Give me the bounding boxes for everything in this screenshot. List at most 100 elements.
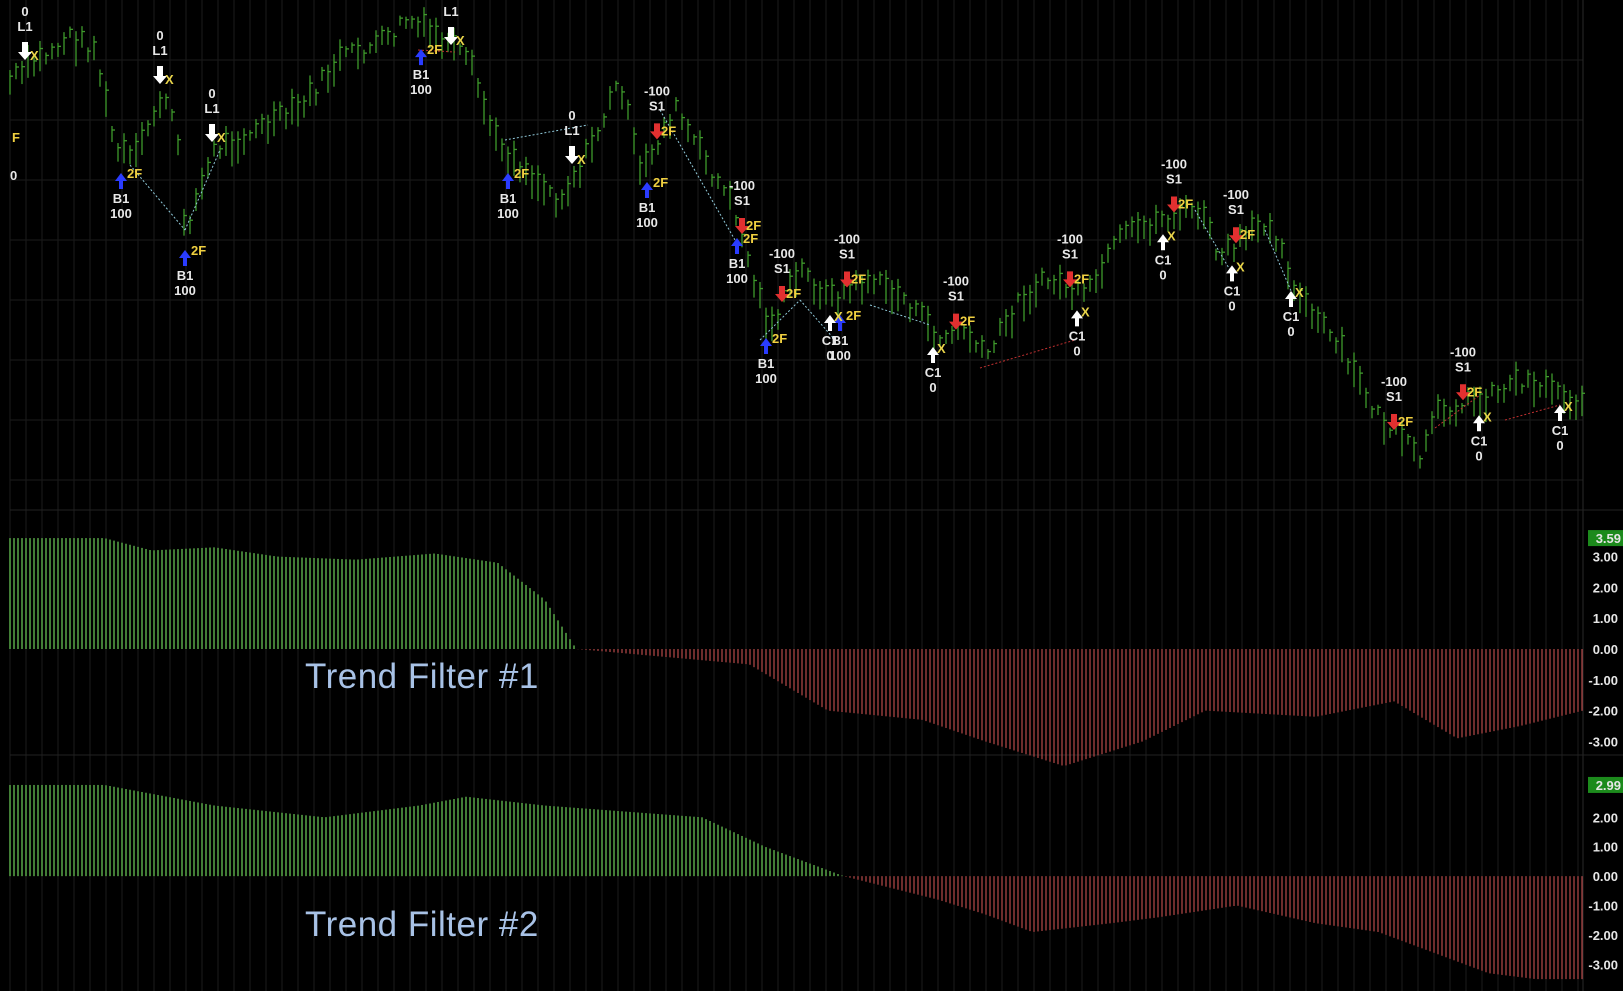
- signal-label: 0: [568, 108, 575, 123]
- order-tag: 2F: [661, 123, 676, 138]
- trade-link: [1194, 209, 1231, 271]
- indicator-1-tick-label: 0.00: [1593, 642, 1618, 657]
- indicator-1-title: Trend Filter #1: [305, 657, 539, 696]
- exit-arrow-icon: [205, 124, 219, 142]
- signal-label: 100: [410, 82, 432, 97]
- signal-label: 0: [156, 28, 163, 43]
- indicator-2-tick-label: -1.00: [1588, 899, 1618, 914]
- indicator-1-tick-label: -3.00: [1588, 734, 1618, 749]
- exit-tag: X: [1081, 304, 1090, 319]
- indicator-1-tick-label: 1.00: [1593, 611, 1618, 626]
- indicator-1-last-value-badge: [1588, 530, 1623, 547]
- signal-label: S1: [1166, 172, 1182, 187]
- order-tag: 2F: [427, 42, 442, 57]
- indicator-1-tick-label: 2.00: [1593, 580, 1618, 595]
- signal-label: S1: [1455, 359, 1471, 374]
- signal-label: S1: [1062, 246, 1078, 261]
- signal-label: 100: [726, 271, 748, 286]
- exit-arrow-icon: [444, 27, 458, 45]
- sell-arrow-icon: [1167, 196, 1181, 213]
- signal-label: C1: [925, 365, 942, 380]
- signal-label: S1: [774, 261, 790, 276]
- buy-arrow-icon: [731, 238, 743, 254]
- signal-label: 0: [1159, 267, 1166, 282]
- order-tag: 2F: [786, 286, 801, 301]
- order-tag: 2F: [1467, 384, 1482, 399]
- signal-label: -100: [1161, 157, 1187, 172]
- exit-tag: X: [1483, 409, 1492, 424]
- sell-arrow-icon: [650, 123, 664, 140]
- order-tag: 2F: [514, 166, 529, 181]
- signal-label: C1: [1069, 328, 1086, 343]
- signal-label: L1: [204, 101, 219, 116]
- signal-label: -100: [1450, 344, 1476, 359]
- signal-label: B1: [758, 356, 775, 371]
- signal-label: 100: [497, 206, 519, 221]
- indicator-2-title: Trend Filter #2: [305, 905, 539, 944]
- indicator-2-tick-label: 2.00: [1593, 810, 1618, 825]
- order-tag: 2F: [653, 175, 668, 190]
- sell-arrow-icon: [1063, 271, 1077, 288]
- signal-label: -100: [1223, 187, 1249, 202]
- signal-label: S1: [839, 247, 855, 262]
- trade-link: [979, 339, 1076, 369]
- signal-label: -100: [769, 246, 795, 261]
- signal-label: B1: [729, 256, 746, 271]
- indicator-1-bars: [9, 538, 1583, 766]
- signal-label: S1: [649, 98, 665, 113]
- sell-arrow-icon: [840, 271, 854, 288]
- signal-label: B1: [832, 333, 849, 348]
- sell-arrow-icon: [1229, 227, 1243, 244]
- order-tag: 2F: [191, 243, 206, 258]
- signal-label: 0: [929, 380, 936, 395]
- order-tag: 2F: [746, 218, 761, 233]
- signal-label: -100: [644, 83, 670, 98]
- order-tag: 2F: [846, 308, 861, 323]
- sell-arrow-icon: [775, 286, 789, 302]
- sell-arrow-icon: [735, 218, 749, 234]
- signal-label: 0: [1475, 448, 1482, 463]
- signal-label: S1: [1386, 389, 1402, 404]
- trade-link: [1264, 229, 1296, 301]
- exit-tag: X: [834, 309, 843, 324]
- cover-arrow-icon: [1157, 234, 1169, 251]
- buy-arrow-icon: [415, 49, 427, 66]
- trade-link: [659, 109, 736, 241]
- signal-label: C1: [1552, 423, 1569, 438]
- trade-link: [869, 304, 931, 326]
- indicator-1-last-value: 3.59: [1596, 531, 1621, 546]
- exit-arrow-icon: [18, 42, 32, 60]
- signal-label: B1: [413, 67, 430, 82]
- signal-label: C1: [822, 333, 839, 348]
- cover-arrow-icon: [1285, 291, 1297, 307]
- exit-tag: X: [30, 48, 39, 63]
- trade-link: [799, 299, 836, 341]
- signal-label: -100: [943, 274, 969, 289]
- signal-label: -100: [1381, 374, 1407, 389]
- order-tag: 2F: [1240, 227, 1255, 242]
- exit-tag: X: [1295, 285, 1304, 300]
- edge-tag: F: [12, 130, 20, 145]
- signal-label: 0: [208, 86, 215, 101]
- signal-label: 100: [110, 206, 132, 221]
- buy-arrow-icon: [760, 338, 772, 354]
- exit-tag: X: [577, 152, 586, 167]
- signal-label: 0: [21, 4, 28, 19]
- indicator-1-tick-label: -1.00: [1588, 673, 1618, 688]
- exit-tag: X: [1236, 259, 1245, 274]
- signal-label: C1: [1224, 283, 1241, 298]
- indicator-2-last-value-badge: [1588, 776, 1623, 793]
- indicator-2-bars: [9, 784, 1583, 980]
- signal-label: 0: [826, 348, 833, 363]
- indicator-1-tick-label: -2.00: [1588, 704, 1618, 719]
- indicator-1-tick-label: 3.00: [1593, 550, 1618, 565]
- exit-tag: X: [165, 72, 174, 87]
- order-tag: 2F: [1074, 271, 1089, 286]
- exit-tag: X: [1564, 399, 1573, 414]
- exit-tag: X: [937, 341, 946, 356]
- signal-label: 100: [636, 215, 658, 230]
- sell-arrow-icon: [1387, 414, 1401, 430]
- order-tag: 2F: [772, 331, 787, 346]
- signal-label: B1: [177, 268, 194, 283]
